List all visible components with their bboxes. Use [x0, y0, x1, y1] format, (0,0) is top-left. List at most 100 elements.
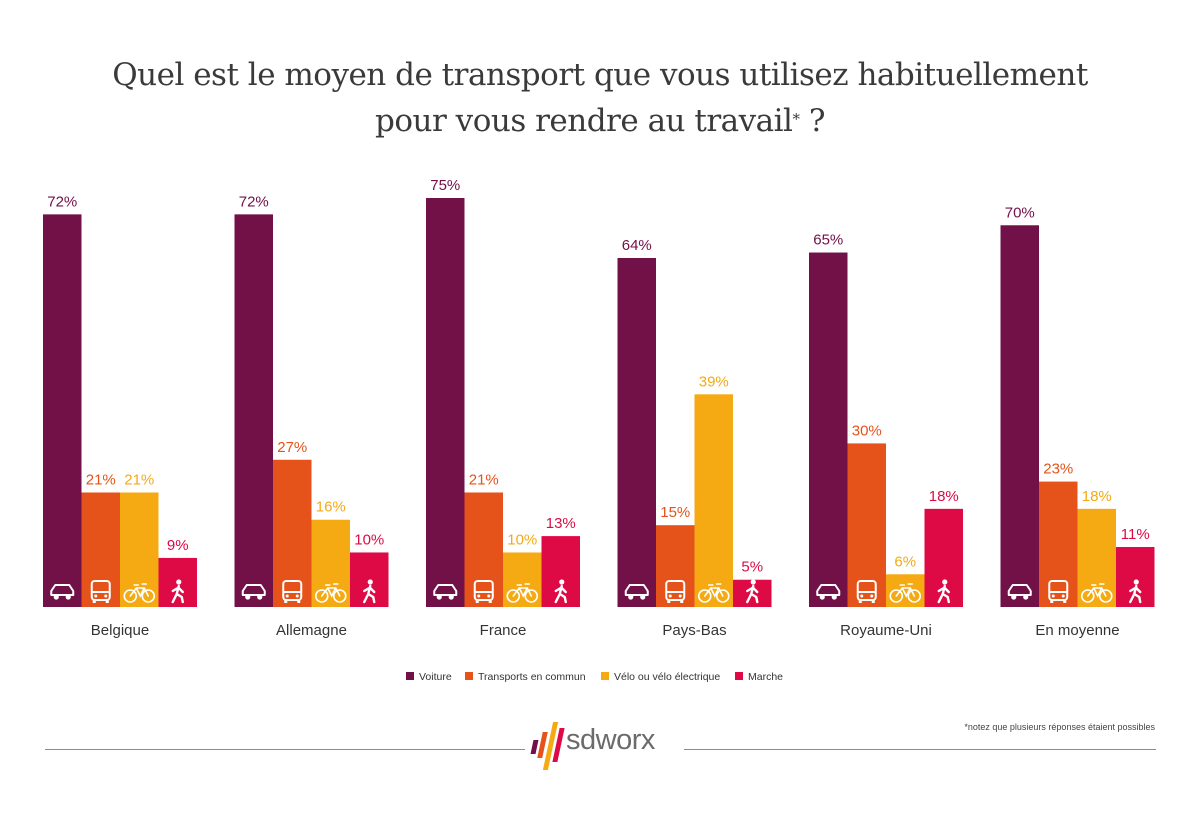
bar-transports-en-commun-en-moyenne	[1039, 481, 1078, 607]
chart-title-line-1: Quel est le moyen de transport que vous …	[112, 57, 1088, 93]
data-label-transports-en-commun-pays-bas: 15%	[660, 504, 690, 521]
x-tick-label-france: France	[480, 622, 527, 639]
bicycle-icon	[314, 583, 347, 603]
legend-label-velo-ou-velo-electrique: Vélo ou vélo électrique	[614, 671, 720, 683]
bicycle-icon	[506, 583, 539, 603]
bar-chart: 72% 21% 21% 9% Belgique 72% 27% 16% 10% Allemagne…	[43, 177, 1155, 683]
data-label-transports-en-commun-france: 21%	[469, 471, 499, 488]
bar-marche-en-moyenne	[1116, 547, 1155, 607]
bar-voiture-france	[426, 198, 465, 607]
legend: Voiture Transports en commun Vélo ou vélo …	[406, 671, 783, 683]
bicycle-icon	[123, 583, 156, 603]
footnote: *notez que plusieurs réponses étaient po…	[964, 722, 1155, 732]
data-label-voiture-belgique: 72%	[47, 193, 77, 210]
legend-label-transports-en-commun: Transports en commun	[478, 671, 586, 683]
bar-velo-ou-velo-electrique-belgique	[120, 492, 159, 607]
legend-swatch-velo-ou-velo-electrique	[601, 672, 609, 680]
data-label-velo-ou-velo-electrique-pays-bas: 39%	[699, 373, 729, 390]
bus-icon	[90, 580, 111, 603]
bar-marche-france	[541, 536, 580, 607]
data-label-marche-en-moyenne: 11%	[1121, 526, 1150, 543]
data-label-transports-en-commun-allemagne: 27%	[277, 439, 307, 456]
car-icon	[50, 584, 75, 600]
data-label-voiture-allemagne: 72%	[239, 193, 269, 210]
bicycle-icon	[889, 583, 922, 603]
data-label-velo-ou-velo-electrique-allemagne: 16%	[316, 499, 346, 516]
legend-swatch-voiture	[406, 672, 414, 680]
data-label-voiture-en-moyenne: 70%	[1005, 204, 1035, 221]
data-label-voiture-royaume-uni: 65%	[813, 232, 843, 249]
data-label-voiture-france: 75%	[430, 177, 460, 194]
bar-group-royaume-uni: 65% 30% 6% 18% Royaume-Uni	[809, 232, 963, 639]
data-label-marche-royaume-uni: 18%	[929, 488, 959, 505]
bicycle-icon	[1080, 583, 1113, 603]
title-asterisk: *	[792, 110, 800, 128]
x-tick-label-pays-bas: Pays-Bas	[662, 622, 726, 639]
bar-voiture-belgique	[43, 214, 82, 608]
data-label-marche-belgique: 9%	[167, 537, 189, 554]
bus-icon	[856, 580, 877, 603]
chart-title: Quel est le moyen de transport que vous …	[0, 52, 1200, 144]
data-label-transports-en-commun-en-moyenne: 23%	[1043, 461, 1073, 478]
bar-transports-en-commun-pays-bas	[656, 525, 695, 607]
legend-label-marche: Marche	[748, 671, 783, 683]
bar-group-france: 75% 21% 10% 13% France	[426, 177, 580, 639]
bar-voiture-allemagne	[234, 214, 273, 608]
walking-person-icon	[363, 579, 376, 604]
car-icon	[624, 584, 649, 600]
car-icon	[241, 584, 266, 600]
data-label-velo-ou-velo-electrique-france: 10%	[507, 531, 537, 548]
bus-icon	[282, 580, 303, 603]
bus-icon	[473, 580, 494, 603]
data-label-velo-ou-velo-electrique-royaume-uni: 6%	[894, 553, 916, 570]
data-label-marche-france: 13%	[546, 515, 576, 532]
title-question-mark: ?	[799, 103, 826, 139]
car-icon	[433, 584, 458, 600]
footer-divider-left	[45, 749, 525, 750]
x-tick-label-en-moyenne: En moyenne	[1035, 622, 1119, 639]
data-label-velo-ou-velo-electrique-en-moyenne: 18%	[1082, 488, 1112, 505]
chart-title-line-2-text: pour vous rendre au travail	[375, 103, 793, 139]
bar-transports-en-commun-royaume-uni	[847, 443, 886, 607]
car-icon	[816, 584, 841, 600]
bar-transports-en-commun-allemagne	[273, 459, 312, 607]
bar-group-pays-bas: 64% 15% 39% 5% Pays-Bas	[617, 237, 772, 639]
bar-velo-ou-velo-electrique-royaume-uni	[886, 574, 925, 607]
x-tick-label-allemagne: Allemagne	[276, 622, 347, 639]
legend-label-voiture: Voiture	[419, 671, 452, 683]
bar-transports-en-commun-belgique	[81, 492, 120, 607]
bar-group-en-moyenne: 70% 23% 18% 11% En moyenne	[1000, 204, 1155, 639]
data-label-marche-pays-bas: 5%	[741, 559, 763, 576]
walking-person-icon	[171, 579, 184, 604]
bar-voiture-royaume-uni	[809, 252, 848, 608]
bus-icon	[1048, 580, 1069, 603]
bar-velo-ou-velo-electrique-pays-bas	[694, 394, 733, 607]
footer-divider-right	[684, 749, 1156, 750]
chart-title-line-2: pour vous rendre au travail* ?	[0, 98, 1200, 144]
data-label-transports-en-commun-royaume-uni: 30%	[852, 422, 882, 439]
bar-voiture-pays-bas	[617, 257, 656, 607]
walking-person-icon	[554, 579, 567, 604]
bicycle-icon	[697, 583, 730, 603]
walking-person-icon	[937, 579, 950, 604]
bar-velo-ou-velo-electrique-france	[503, 552, 542, 607]
car-icon	[1007, 584, 1032, 600]
sdworx-logo: sdworx	[528, 718, 688, 770]
bar-group-allemagne: 72% 27% 16% 10% Allemagne	[234, 193, 389, 639]
bar-transports-en-commun-france	[464, 492, 503, 607]
data-label-marche-allemagne: 10%	[354, 531, 384, 548]
x-tick-label-belgique: Belgique	[91, 622, 149, 639]
bus-icon	[665, 580, 686, 603]
bar-group-belgique: 72% 21% 21% 9% Belgique	[43, 193, 197, 639]
logo-wordmark: sdworx	[566, 724, 655, 756]
data-label-voiture-pays-bas: 64%	[622, 237, 652, 254]
logo-stripe-1	[530, 740, 539, 754]
x-tick-label-royaume-uni: Royaume-Uni	[840, 622, 932, 639]
bar-voiture-en-moyenne	[1000, 225, 1039, 607]
legend-swatch-transports-en-commun	[465, 672, 473, 680]
legend-swatch-marche	[735, 672, 743, 680]
data-label-transports-en-commun-belgique: 21%	[86, 471, 116, 488]
data-label-velo-ou-velo-electrique-belgique: 21%	[124, 471, 154, 488]
walking-person-icon	[746, 579, 759, 604]
walking-person-icon	[1129, 579, 1142, 604]
